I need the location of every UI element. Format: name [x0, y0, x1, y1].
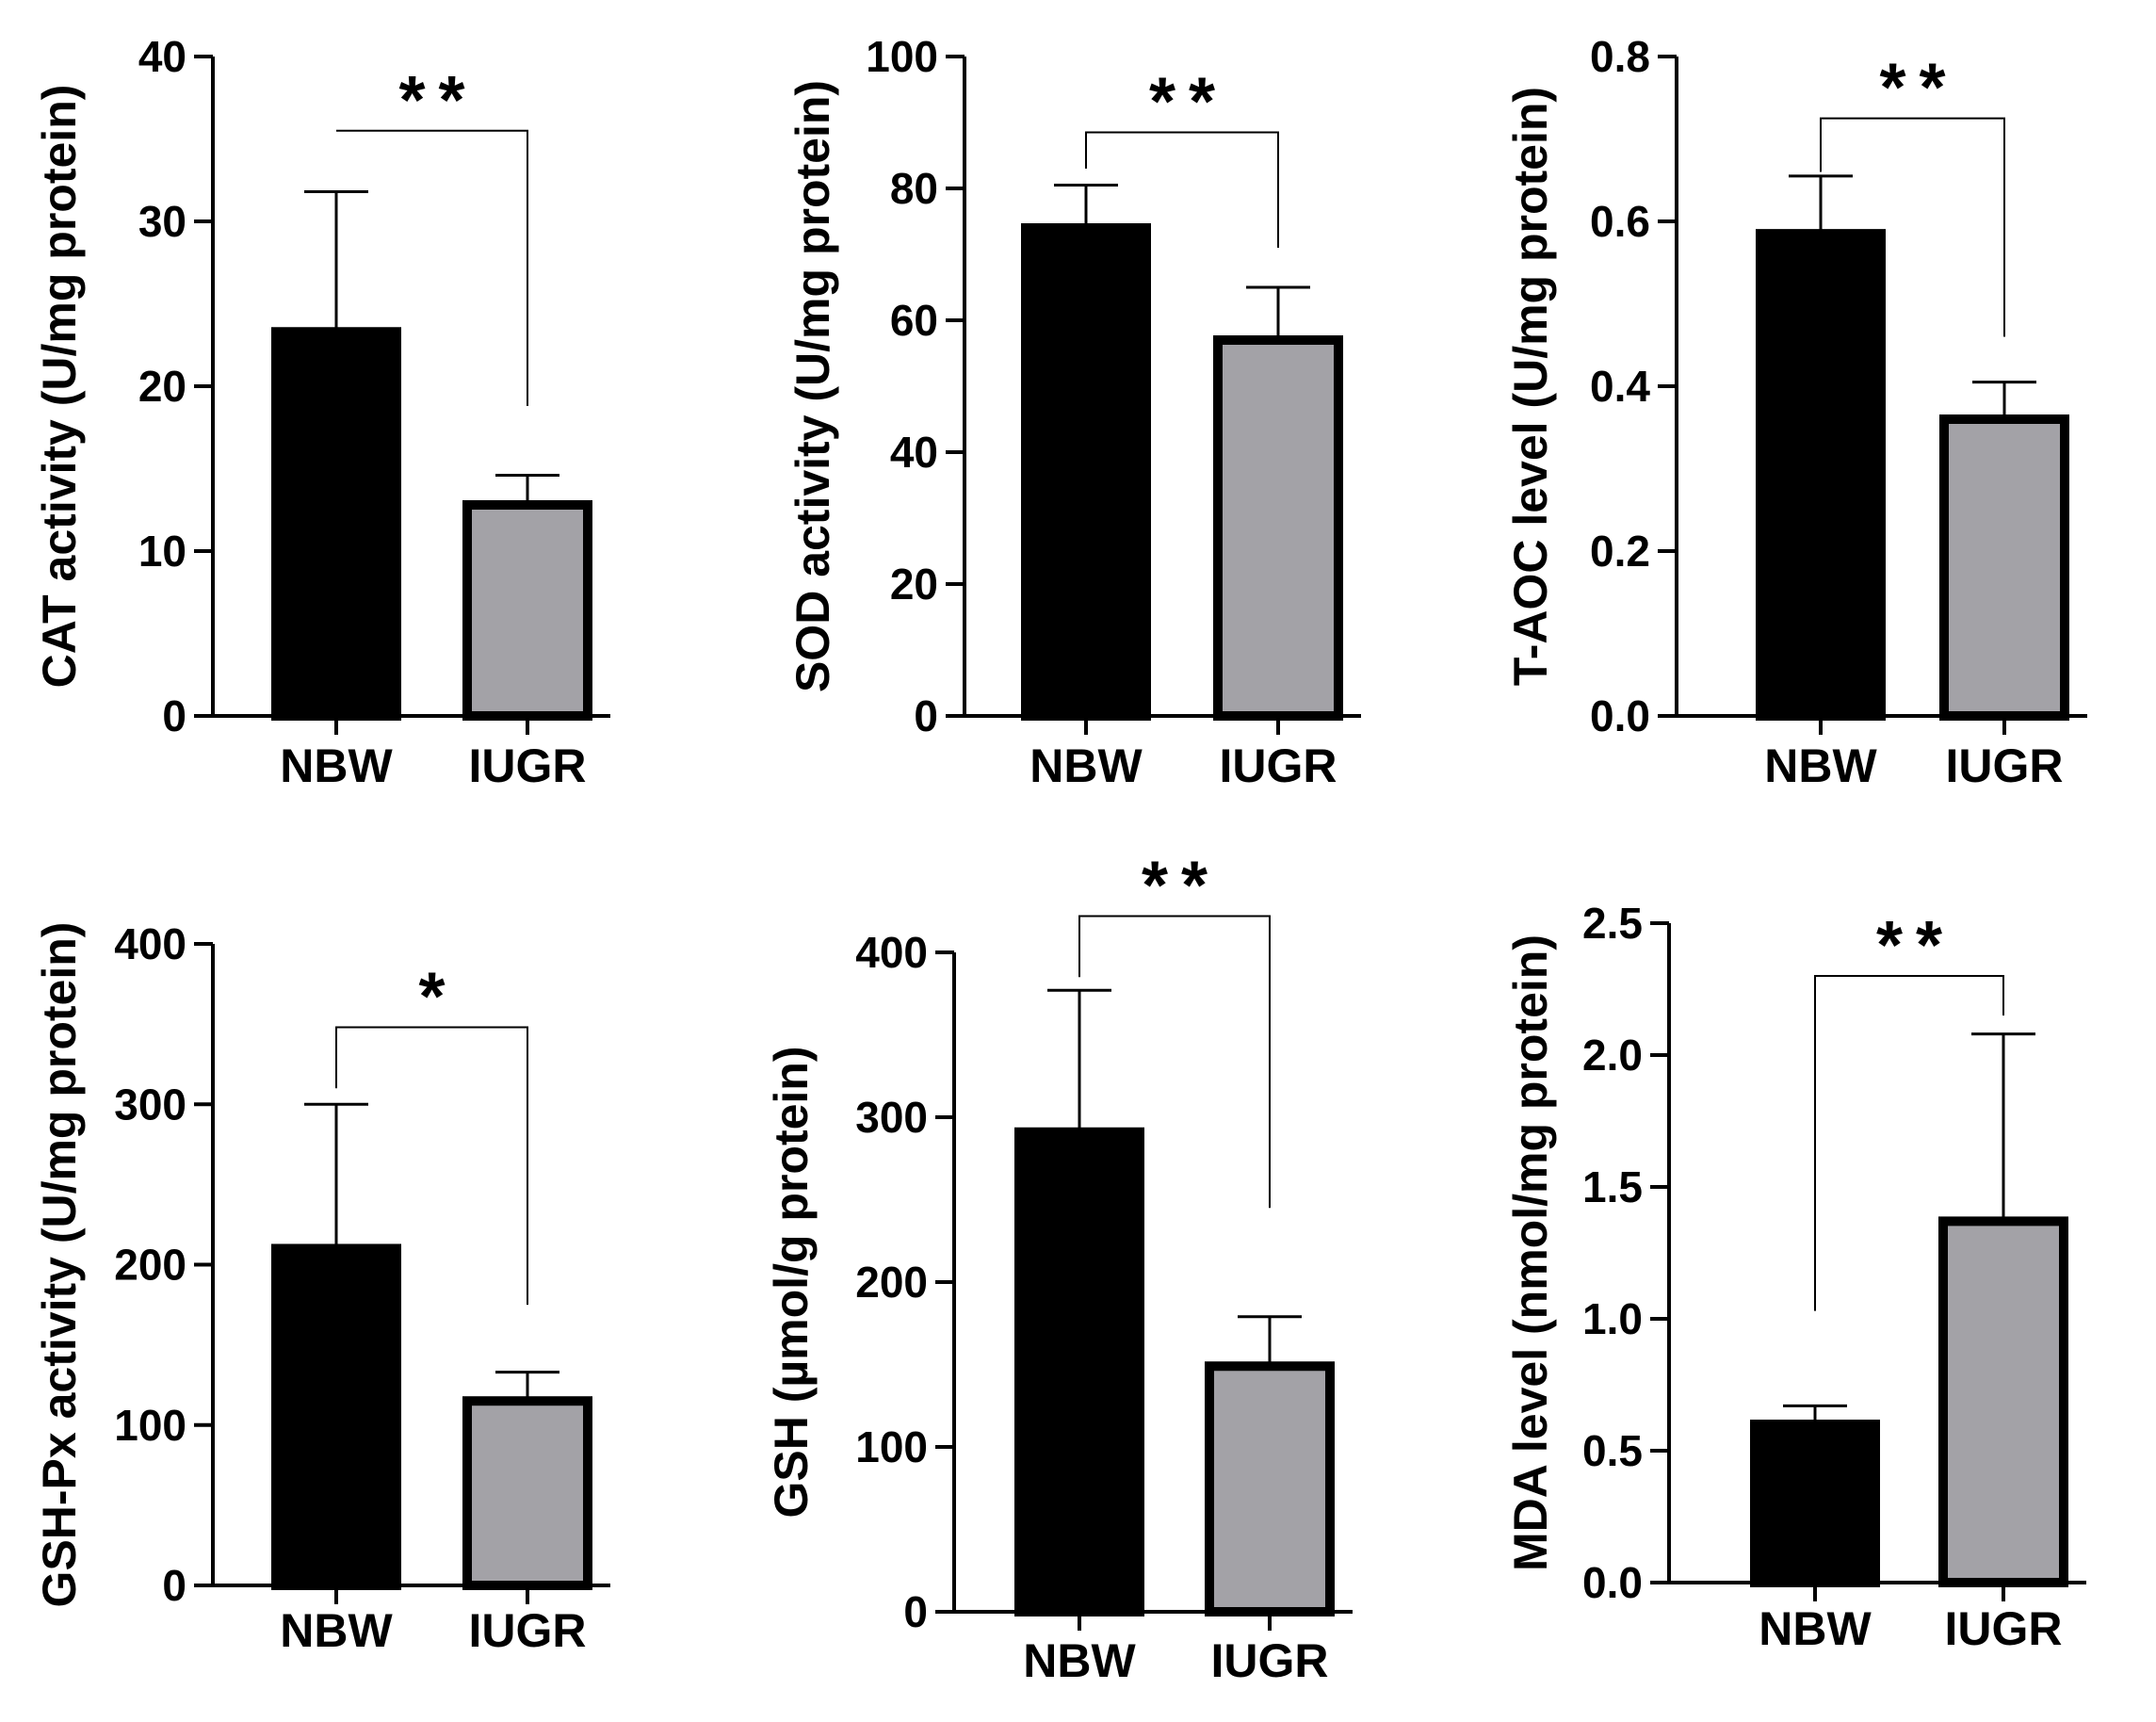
- significance-bracket: [336, 129, 528, 406]
- y-tick-label: 300: [114, 1080, 186, 1129]
- y-tick-label: 0.5: [1582, 1426, 1643, 1475]
- y-tick-label: 40: [890, 428, 938, 477]
- chart-panel-4: NBW IUGR 0 100 200 300 400 GSH-Px activity (U/m…: [33, 919, 610, 1657]
- y-axis-label: GSH-Px activity (U/mg protein): [33, 922, 86, 1608]
- bar-iugr: [1938, 1216, 2068, 1588]
- y-tick-label: 1.5: [1582, 1162, 1643, 1211]
- y-tick-label: 400: [114, 919, 186, 968]
- y-tick-label: 100: [866, 32, 938, 81]
- significance-bracket: [1078, 915, 1271, 1209]
- significance-label: **: [1142, 849, 1221, 924]
- bar-nbw: [1756, 229, 1886, 721]
- chart-panel-5: NBW IUGR 0 100 200 300 400 GSH (µmol/g protein)…: [765, 849, 1353, 1687]
- category-label-nbw: NBW: [280, 1604, 393, 1657]
- chart-panel-1: NBW IUGR 0 10 20 30 40 CAT activity (U/mg prote…: [33, 32, 610, 792]
- significance-label: **: [1879, 51, 1958, 126]
- y-axis-label: CAT activity (U/mg protein): [33, 85, 86, 689]
- y-tick-label: 0.2: [1590, 527, 1650, 576]
- y-tick-label: 100: [114, 1401, 186, 1450]
- category-label-nbw: NBW: [1023, 1634, 1136, 1687]
- bar-iugr: [1939, 414, 2069, 721]
- y-tick-label: 0: [162, 691, 186, 740]
- y-tick-label: 0.6: [1590, 197, 1650, 246]
- y-tick-label: 0: [162, 1561, 186, 1610]
- significance-label: **: [1149, 65, 1228, 140]
- y-tick-label: 20: [890, 560, 938, 609]
- y-tick-label: 60: [890, 296, 938, 345]
- bar-iugr: [1213, 335, 1343, 721]
- category-label-nbw: NBW: [1764, 739, 1877, 792]
- bar-nbw: [271, 327, 401, 721]
- y-tick-label: 1.0: [1582, 1294, 1643, 1343]
- y-tick-label: 2.0: [1582, 1031, 1643, 1080]
- y-tick-label: 0.4: [1590, 362, 1650, 411]
- bar-nbw: [1750, 1420, 1880, 1587]
- bar-nbw: [1021, 223, 1151, 721]
- y-axis-label: GSH (µmol/g protein): [765, 1046, 818, 1518]
- y-tick-label: 30: [138, 197, 186, 246]
- category-label-iugr: IUGR: [1220, 739, 1337, 792]
- significance-bracket: [335, 1026, 528, 1306]
- significance-label: *: [418, 960, 458, 1035]
- y-tick-label: 200: [855, 1258, 928, 1307]
- bar-iugr: [462, 1396, 592, 1591]
- category-label-nbw: NBW: [280, 739, 393, 792]
- y-tick-label: 100: [855, 1422, 928, 1471]
- category-label-iugr: IUGR: [1211, 1634, 1329, 1687]
- y-axis-label: MDA level (nmol/mg protein): [1504, 934, 1557, 1571]
- y-tick-label: 0.0: [1582, 1558, 1643, 1607]
- chart-panel-3: NBW IUGR 0.0 0.2 0.4 0.6 0.8 T-AOC level (U/mg …: [1504, 32, 2087, 792]
- y-tick-label: 20: [138, 362, 186, 411]
- y-tick-label: 0: [914, 691, 938, 740]
- category-label-iugr: IUGR: [469, 1604, 587, 1657]
- y-tick-label: 0: [903, 1587, 928, 1636]
- y-tick-label: 0.0: [1590, 691, 1650, 740]
- bar-iugr: [1205, 1361, 1335, 1616]
- y-axis-label: SOD activity (U/mg protein): [786, 80, 839, 692]
- bar-nbw: [1014, 1127, 1144, 1616]
- chart-panel-2: NBW IUGR 0 20 40 60 80 100 SOD activity (U/mg pr…: [786, 32, 1361, 792]
- y-tick-label: 0.8: [1590, 32, 1650, 81]
- significance-label: **: [1876, 908, 1955, 983]
- y-tick-label: 10: [138, 527, 186, 576]
- chart-panel-6: NBW IUGR 0.0 0.5 1.0 1.5 2.0 2.5 MDA level (nmol…: [1504, 899, 2086, 1655]
- y-axis-label: T-AOC level (U/mg protein): [1504, 87, 1557, 686]
- y-tick-label: 40: [138, 32, 186, 81]
- y-tick-label: 200: [114, 1241, 186, 1290]
- category-label-iugr: IUGR: [469, 739, 587, 792]
- category-label-nbw: NBW: [1759, 1602, 1872, 1655]
- bar-iugr: [462, 500, 592, 721]
- significance-bracket: [1820, 117, 2005, 337]
- y-tick-label: 2.5: [1582, 899, 1643, 948]
- y-tick-label: 80: [890, 164, 938, 213]
- significance-bracket: [1814, 975, 2004, 1311]
- category-label-nbw: NBW: [1029, 739, 1143, 792]
- significance-bracket: [1085, 131, 1279, 248]
- y-tick-label: 300: [855, 1093, 928, 1142]
- bar-nbw: [271, 1243, 401, 1590]
- category-label-iugr: IUGR: [1945, 1602, 2063, 1655]
- significance-label: **: [398, 63, 478, 138]
- category-label-iugr: IUGR: [1946, 739, 2064, 792]
- y-tick-label: 400: [855, 928, 928, 977]
